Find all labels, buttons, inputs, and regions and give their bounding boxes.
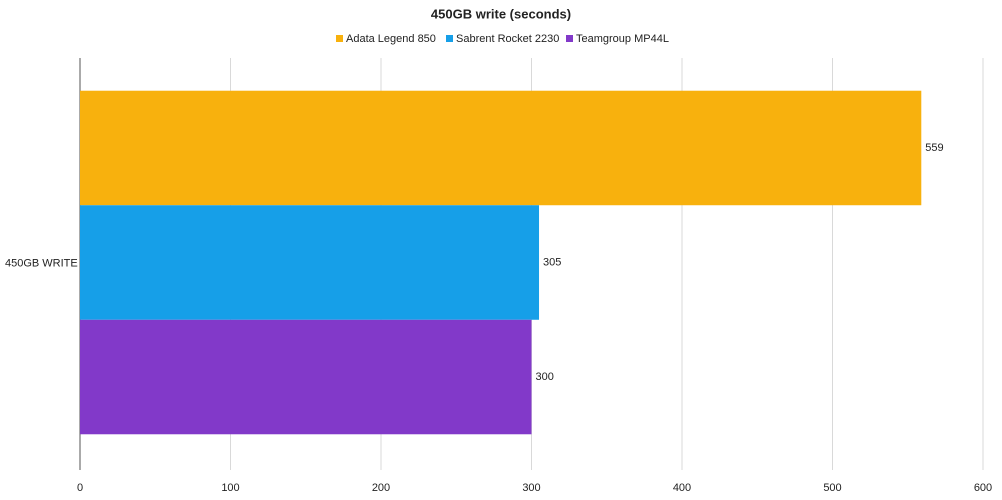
data-label: 559	[925, 142, 943, 154]
legend-label: Teamgroup MP44L	[576, 33, 669, 45]
y-tick-label: 450GB WRITE	[5, 257, 78, 269]
legend-swatch	[446, 35, 453, 42]
x-tick-label: 500	[823, 482, 841, 494]
x-tick-label: 0	[77, 482, 83, 494]
x-tick-label: 400	[673, 482, 691, 494]
data-label: 300	[536, 371, 554, 383]
legend-swatch	[566, 35, 573, 42]
bar	[80, 90, 922, 206]
chart-title: 450GB write (seconds)	[431, 6, 571, 21]
x-tick-label: 200	[372, 482, 390, 494]
data-label: 305	[543, 256, 561, 268]
bar	[80, 205, 540, 320]
legend-label: Sabrent Rocket 2230	[456, 33, 559, 45]
x-tick-label: 300	[522, 482, 540, 494]
x-tick-label: 100	[221, 482, 239, 494]
bar	[80, 319, 532, 435]
x-tick-label: 600	[974, 482, 992, 494]
legend-label: Adata Legend 850	[346, 33, 436, 45]
legend-swatch	[336, 35, 343, 42]
